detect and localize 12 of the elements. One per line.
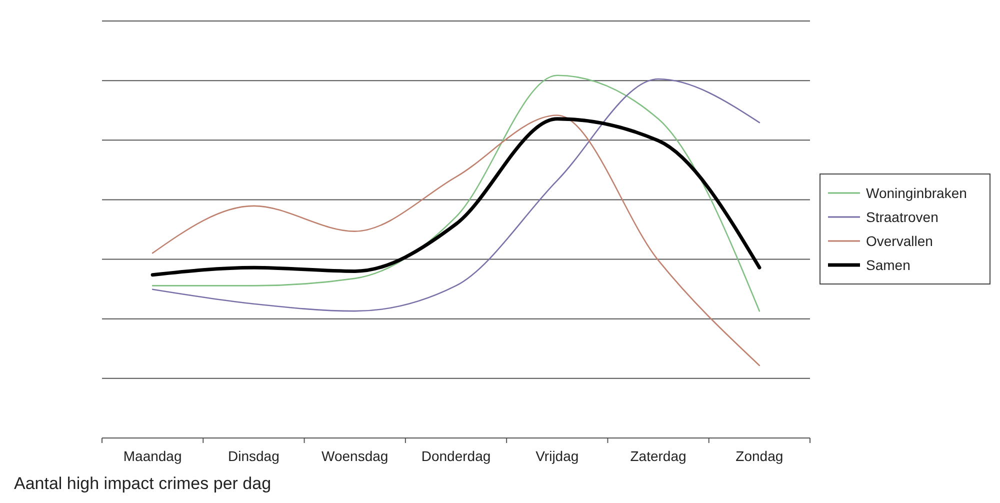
legend-label: Samen bbox=[866, 257, 910, 273]
x-tick-label: Maandag bbox=[123, 448, 182, 464]
x-tick-label: Donderdag bbox=[421, 448, 491, 464]
legend-label: Overvallen bbox=[866, 233, 933, 249]
x-tick-label: Woensdag bbox=[322, 448, 388, 464]
legend-label: Straatroven bbox=[866, 209, 938, 225]
legend-label: Woninginbraken bbox=[866, 185, 967, 201]
x-tick-label: Zaterdag bbox=[630, 448, 686, 464]
x-tick-label: Zondag bbox=[736, 448, 784, 464]
text: Aantal high impact crimes per dag bbox=[14, 474, 272, 493]
x-tick-label: Dinsdag bbox=[228, 448, 280, 464]
x-tick-label: Vrijdag bbox=[536, 448, 579, 464]
